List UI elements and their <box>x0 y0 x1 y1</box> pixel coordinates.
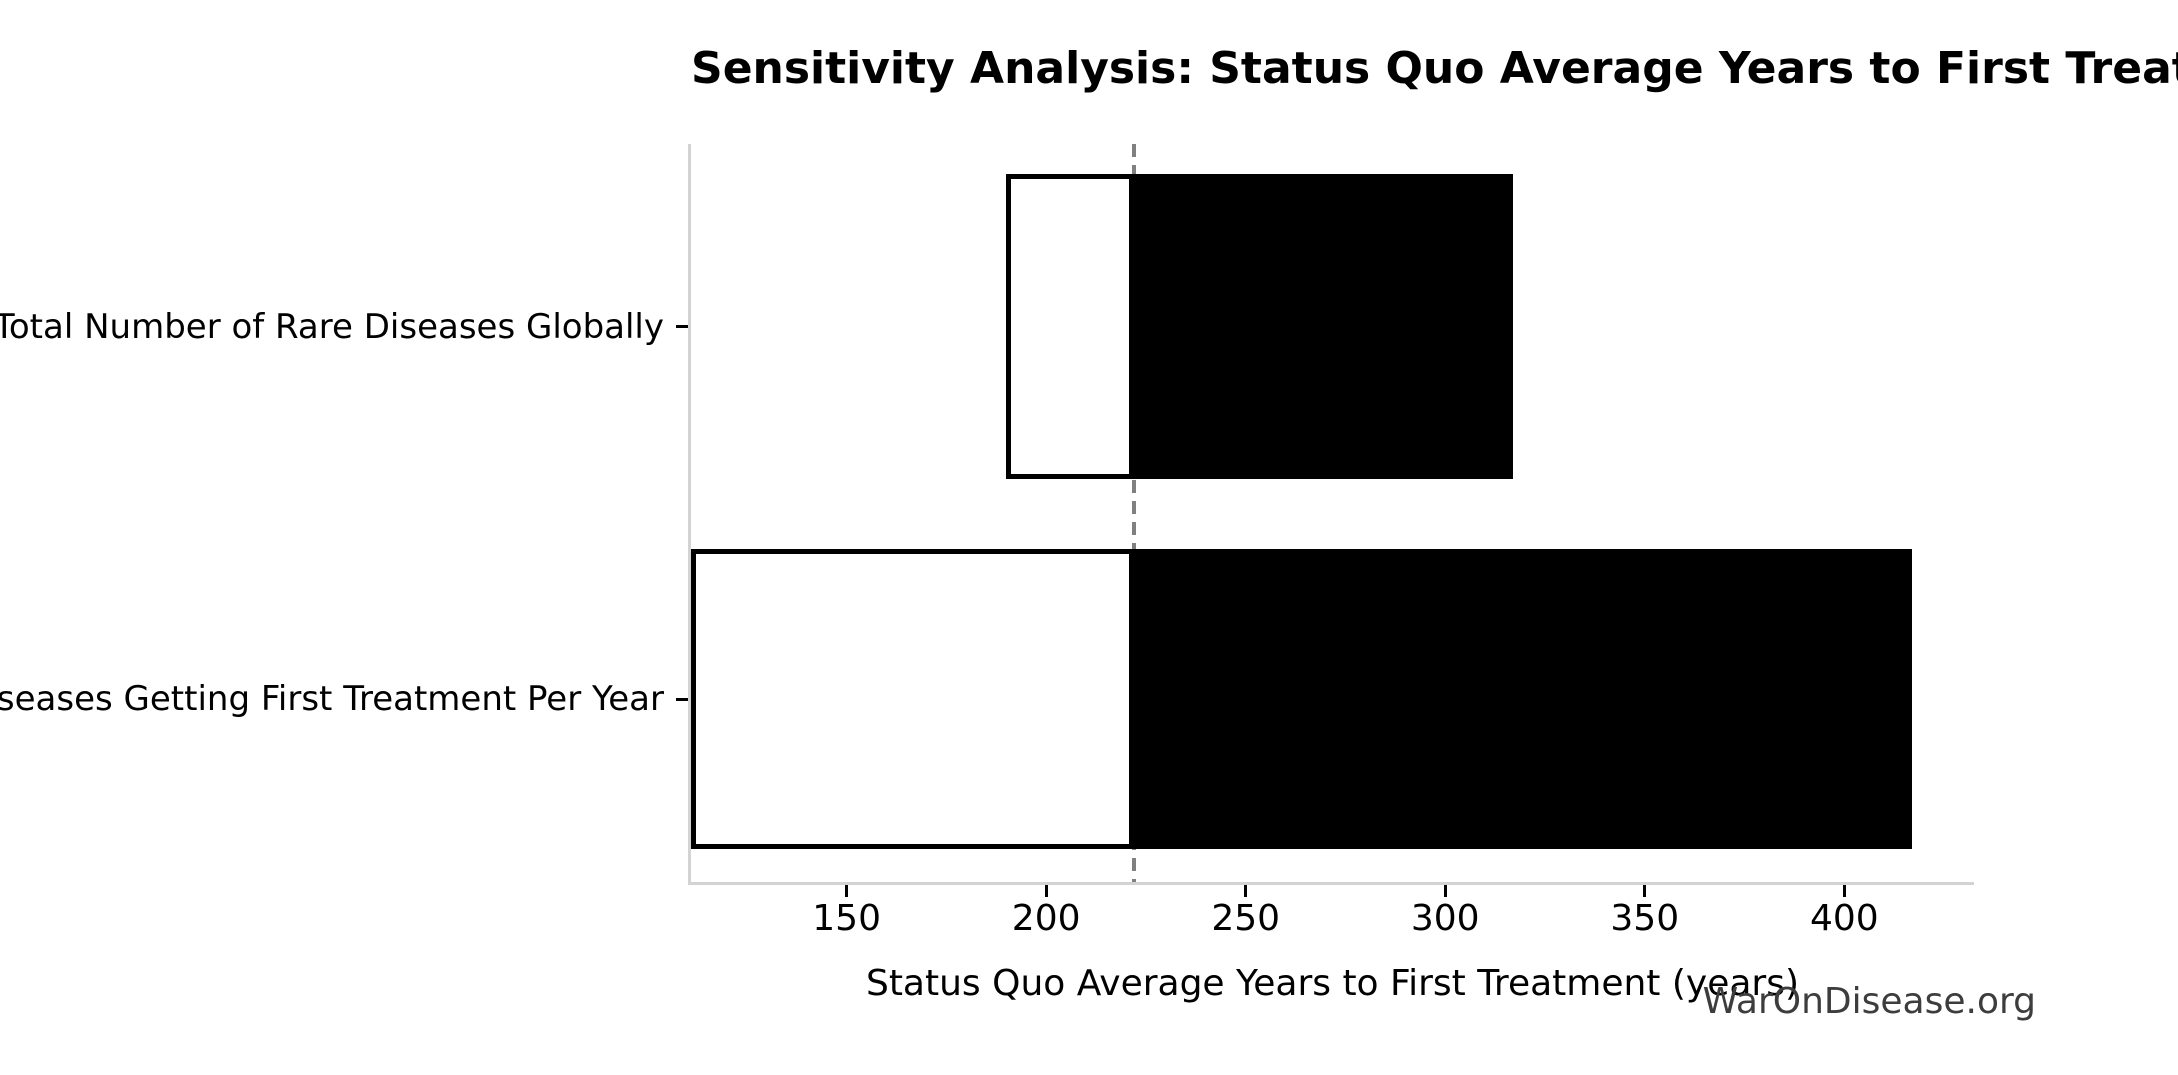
x-tick-mark <box>1842 885 1846 897</box>
y-category-label: Diseases Getting First Treatment Per Yea… <box>0 679 664 719</box>
x-tick-mark <box>1044 885 1048 897</box>
x-tick-mark <box>1643 885 1647 897</box>
baseline-dashed-line <box>1131 144 1136 882</box>
bar-low-segment <box>1006 174 1134 479</box>
x-tick-label: 300 <box>1410 898 1480 939</box>
x-tick-label: 250 <box>1211 898 1281 939</box>
bar-low-segment <box>691 549 1134 849</box>
x-tick-label: 200 <box>1011 898 1081 939</box>
y-category-label: Total Number of Rare Diseases Globally <box>0 306 664 347</box>
bar-high-segment <box>1133 174 1514 479</box>
bar-high-segment <box>1133 549 1913 849</box>
x-tick-mark <box>1443 885 1447 897</box>
y-axis-spine <box>688 144 691 885</box>
x-tick-mark <box>845 885 849 897</box>
y-tick-mark <box>676 697 688 701</box>
x-tick-label: 400 <box>1809 898 1879 939</box>
watermark: WarOnDisease.org <box>1702 981 2036 1022</box>
x-axis-spine <box>688 882 1974 885</box>
chart-title: Sensitivity Analysis: Status Quo Average… <box>691 43 2178 94</box>
x-tick-label: 350 <box>1610 898 1680 939</box>
x-axis-label: Status Quo Average Years to First Treatm… <box>865 963 1800 1004</box>
x-tick-mark <box>1244 885 1248 897</box>
plot-area <box>691 144 1974 882</box>
y-tick-mark <box>676 325 688 328</box>
x-tick-label: 150 <box>812 898 881 939</box>
